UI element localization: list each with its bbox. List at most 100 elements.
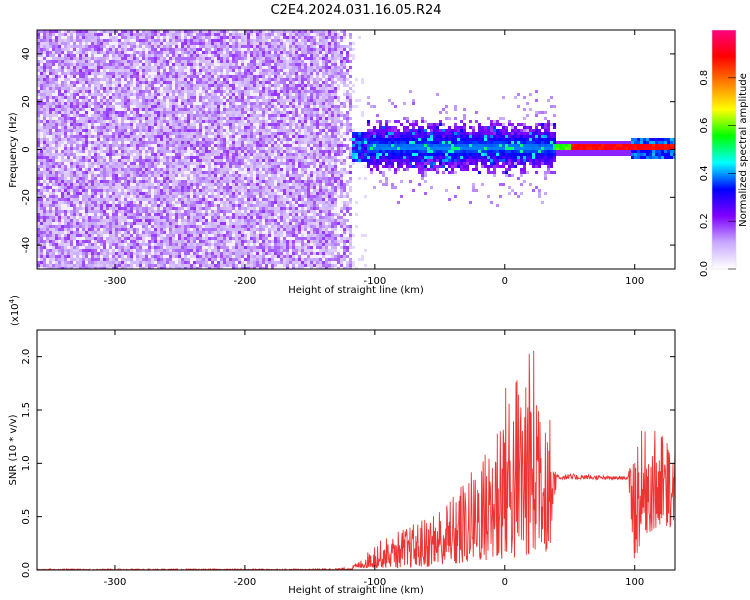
heatmap-cell [148,225,151,228]
heatmap-cell [205,267,208,269]
heatmap-cell [133,147,136,150]
heatmap-cell [100,258,103,261]
heatmap-cell [88,81,91,84]
heatmap-cell [208,153,211,156]
heatmap-cell [58,114,61,117]
heatmap-cell [187,234,190,237]
heatmap-cell [52,78,55,81]
heatmap-cell [178,201,181,204]
heatmap-cell [37,258,40,261]
heatmap-cell [55,156,58,159]
heatmap-cell [43,195,46,198]
heatmap-cell [94,108,97,111]
heatmap-cell [211,189,214,192]
heatmap-cell [115,162,118,165]
heatmap-cell [40,168,43,171]
heatmap-cell [100,162,103,165]
heatmap-cell [211,228,214,231]
heatmap-cell [76,255,79,258]
heatmap-cell [202,96,205,99]
heatmap-cell [76,51,79,54]
heatmap-cell [127,207,130,210]
heatmap-cell [202,240,205,243]
heatmap-cell [157,246,160,249]
heatmap-cell [175,234,178,237]
heatmap-cell [157,84,160,87]
heatmap-cell [46,159,49,162]
heatmap-cell [163,195,166,198]
heatmap-cell [196,123,199,126]
heatmap-cell [88,57,91,60]
heatmap-cell [190,207,193,210]
heatmap-cell [154,60,157,63]
heatmap-cell [160,177,163,180]
heatmap-cell [172,264,175,267]
heatmap-cell [214,222,217,225]
heatmap-cell [109,63,112,66]
heatmap-cell [121,264,124,267]
heatmap-cell [217,249,220,252]
heatmap-cell [91,240,94,243]
heatmap-cell [187,180,190,183]
heatmap-cell [193,210,196,213]
heatmap-cell [85,216,88,219]
heatmap-cell [130,72,133,75]
heatmap-cell [100,39,103,42]
heatmap-cell [196,120,199,123]
heatmap-cell [139,120,142,123]
heatmap-cell [46,162,49,165]
heatmap-cell [115,132,118,135]
heatmap-cell [154,168,157,171]
heatmap-cell [64,180,67,183]
heatmap-cell [85,33,88,36]
heatmap-cell [181,162,184,165]
heatmap-cell [67,249,70,252]
heatmap-cell [61,81,64,84]
heatmap-cell [58,48,61,51]
heatmap-cell [208,105,211,108]
heatmap-cell [67,144,70,147]
heatmap-cell [94,183,97,186]
heatmap-cell [193,81,196,84]
heatmap-cell [217,243,220,246]
heatmap-cell [37,159,40,162]
heatmap-cell [106,234,109,237]
heatmap-cell [205,30,208,33]
heatmap-cell [94,162,97,165]
heatmap-cell [145,102,148,105]
heatmap-cell [163,162,166,165]
heatmap-cell [103,213,106,216]
heatmap-cell [166,30,169,33]
heatmap-cell [190,93,193,96]
heatmap-cell [130,51,133,54]
heatmap-cell [100,243,103,246]
heatmap-cell [118,219,121,222]
heatmap-cell [196,30,199,33]
heatmap-cell [136,183,139,186]
heatmap-cell [115,240,118,243]
heatmap-cell [196,78,199,81]
heatmap-cell [82,258,85,261]
heatmap-cell [88,150,91,153]
heatmap-cell [130,264,133,267]
heatmap-cell [100,138,103,141]
heatmap-cell [124,207,127,210]
heatmap-cell [178,120,181,123]
heatmap-cell [133,267,136,269]
heatmap-cell [142,261,145,264]
heatmap-cell [154,165,157,168]
heatmap-cell [163,87,166,90]
heatmap-cell [220,237,223,240]
heatmap-cell [55,162,58,165]
heatmap-cell [208,201,211,204]
heatmap-cell [109,252,112,255]
heatmap-cell [130,213,133,216]
heatmap-cell [217,240,220,243]
heatmap-cell [49,114,52,117]
heatmap-cell [88,90,91,93]
heatmap-cell [133,84,136,87]
heatmap-cell [154,195,157,198]
heatmap-cell [190,45,193,48]
heatmap-cell [196,177,199,180]
heatmap-cell [169,93,172,96]
